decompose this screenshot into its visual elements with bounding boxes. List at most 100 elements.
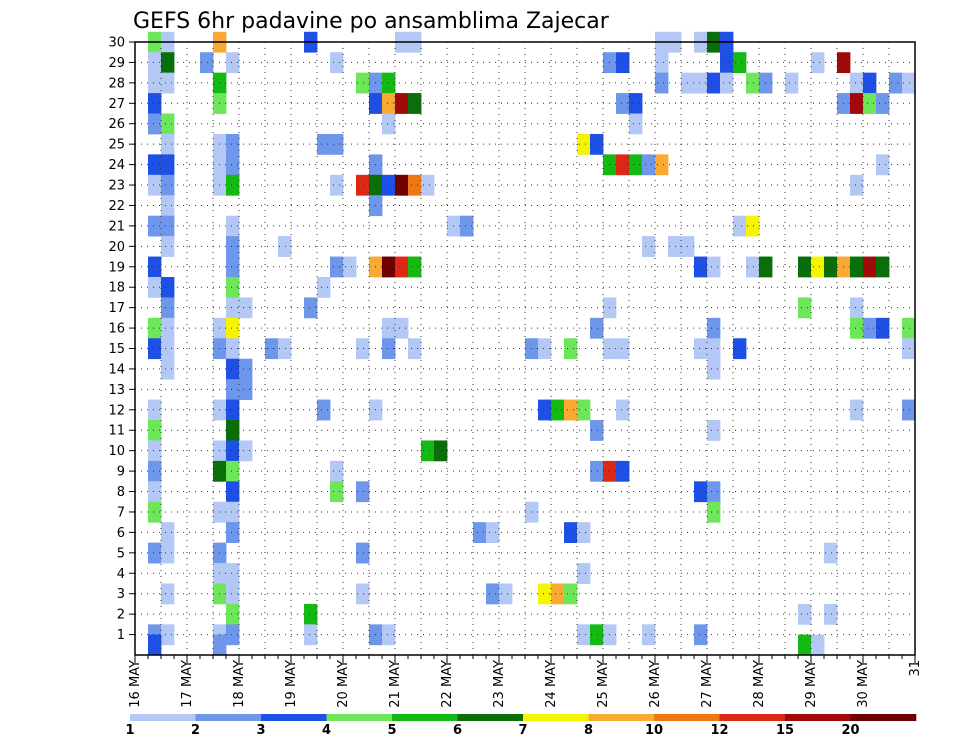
data-cell [226, 624, 240, 646]
data-cell [694, 624, 708, 646]
y-tick-label: 30 [108, 36, 125, 51]
data-cell [239, 358, 253, 380]
y-tick-label: 1 [117, 628, 125, 643]
data-cell [863, 72, 877, 94]
y-tick-label: 10 [108, 444, 125, 459]
colorbar-swatch [785, 714, 851, 721]
data-cell [161, 113, 175, 135]
data-cell [226, 522, 240, 544]
data-cell [148, 154, 162, 176]
data-cell [148, 174, 162, 196]
data-cell [148, 317, 162, 339]
data-cell [720, 72, 734, 94]
data-cell [148, 481, 162, 503]
x-tick-label: 30 MAY [856, 660, 871, 708]
data-cell [746, 256, 760, 278]
colorbar-swatch [392, 714, 458, 721]
data-cell [486, 522, 500, 544]
data-cell [590, 460, 604, 482]
data-cell [226, 215, 240, 237]
data-cell [213, 634, 227, 656]
data-cell [148, 215, 162, 237]
y-tick-label: 8 [117, 485, 125, 500]
data-cell [330, 174, 344, 196]
colorbar-swatch [195, 714, 262, 721]
data-cell [616, 338, 630, 360]
data-cell [408, 256, 422, 278]
data-cell [226, 358, 240, 380]
data-cell [720, 52, 734, 74]
y-tick-label: 7 [117, 505, 125, 520]
data-cell [824, 256, 838, 278]
colorbar-label: 3 [256, 723, 265, 738]
data-cell [707, 358, 721, 380]
data-cell [616, 52, 630, 74]
data-cell [161, 317, 175, 339]
data-cell [694, 338, 708, 360]
x-tick-label: 26 MAY [648, 660, 663, 708]
data-cell [226, 317, 240, 339]
data-cell [564, 399, 578, 421]
data-cell [733, 215, 747, 237]
data-cell [798, 256, 812, 278]
data-cell [655, 72, 669, 94]
y-tick-label: 26 [108, 117, 125, 132]
data-cell [226, 440, 240, 462]
data-cell [863, 256, 877, 278]
x-tick-label: 19 MAY [284, 660, 299, 708]
data-cell [330, 256, 344, 278]
data-cell [707, 501, 721, 523]
data-cell [655, 52, 669, 74]
data-cell [226, 338, 240, 360]
data-cell [408, 338, 422, 360]
colorbar-label: 2 [191, 723, 200, 738]
data-cell [538, 399, 552, 421]
data-cell [148, 276, 162, 298]
data-cell [148, 420, 162, 441]
data-cell [148, 93, 162, 114]
data-cell [148, 52, 162, 74]
data-cell [850, 93, 864, 114]
data-cell [876, 256, 890, 278]
data-cell [304, 624, 318, 646]
data-cell [707, 338, 721, 360]
data-cell [395, 93, 409, 114]
data-cell [577, 624, 591, 646]
colorbar-swatch [588, 714, 655, 721]
data-cell [629, 113, 643, 135]
data-cell [577, 399, 591, 421]
colorbar-swatch [523, 714, 589, 721]
y-tick-label: 19 [108, 260, 125, 275]
data-cell [161, 624, 175, 646]
data-cell [798, 634, 812, 656]
data-cell [616, 154, 630, 176]
data-cell [850, 256, 864, 278]
data-cell [577, 133, 591, 155]
data-cell [161, 338, 175, 360]
data-cell [382, 93, 396, 114]
data-cell [876, 93, 890, 114]
data-cell [421, 174, 435, 196]
y-tick-label: 27 [108, 97, 125, 112]
data-cell [278, 338, 292, 360]
x-tick-label: 24 MAY [544, 660, 559, 708]
data-cell [148, 542, 162, 564]
data-cell [707, 481, 721, 503]
y-tick-label: 28 [108, 76, 125, 91]
data-cell [226, 379, 240, 400]
colorbar-label: 4 [322, 723, 331, 738]
data-cell [590, 624, 604, 646]
data-cell [551, 583, 565, 605]
data-cell [395, 174, 409, 196]
colorbar-label: 5 [387, 723, 396, 738]
data-cell [304, 603, 318, 625]
colorbar-swatch [850, 714, 917, 721]
x-tick-label: 18 MAY [232, 660, 247, 708]
data-cell [356, 72, 370, 94]
data-cell [226, 133, 240, 155]
data-cell [226, 481, 240, 503]
data-cell [356, 583, 370, 605]
data-cell [317, 276, 331, 298]
data-cell [382, 338, 396, 360]
data-cell [161, 542, 175, 564]
